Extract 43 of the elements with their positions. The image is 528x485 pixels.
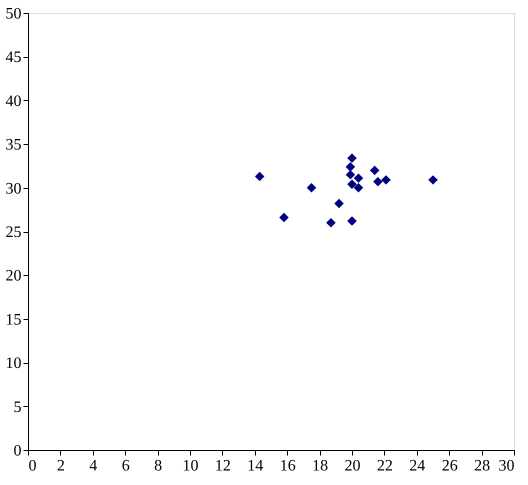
point [428,175,438,185]
y-tick-label: 5 [14,398,22,416]
y-tick-label: 50 [6,6,22,22]
x-tick-label: 28 [474,458,490,474]
x-tick-label: 12 [214,458,231,474]
y-tick-label: 10 [6,355,22,372]
point [373,176,383,186]
x-tick-label: 8 [154,458,162,474]
y-tick-label: 40 [6,92,22,110]
point [347,153,357,163]
point [254,172,264,182]
x-tick-label: 4 [89,458,98,474]
point [334,198,344,208]
y-tick-label: 0 [14,442,22,460]
x-tick-label: 18 [312,458,328,474]
x-tick-label: 20 [344,458,360,474]
point [306,183,316,193]
point [370,166,380,176]
point [381,175,391,185]
x-tick-label: 22 [376,458,393,474]
point [347,216,357,226]
point [346,170,356,180]
point [354,173,364,183]
x-tick-label: 24 [409,458,426,474]
x-tick-label: 10 [182,458,198,474]
y-tick-label: 25 [6,224,22,241]
point [279,212,289,222]
y-tick-label: 30 [6,180,22,198]
x-tick-label: 16 [280,458,296,474]
x-tick-label: 14 [247,458,264,474]
point [346,162,356,172]
point [354,183,364,193]
x-tick-label: 2 [56,458,65,474]
x-tick-label: 6 [122,458,130,474]
y-tick-label: 45 [6,49,22,66]
y-tick-label: 35 [6,136,22,154]
x-tick-label: 26 [442,458,458,474]
y-tick-label: 20 [6,268,22,285]
x-tick-label: 30 [498,458,514,474]
x-tick-label: 0 [28,458,36,474]
point [326,218,336,228]
point [347,180,357,190]
y-tick-label: 15 [6,311,22,328]
